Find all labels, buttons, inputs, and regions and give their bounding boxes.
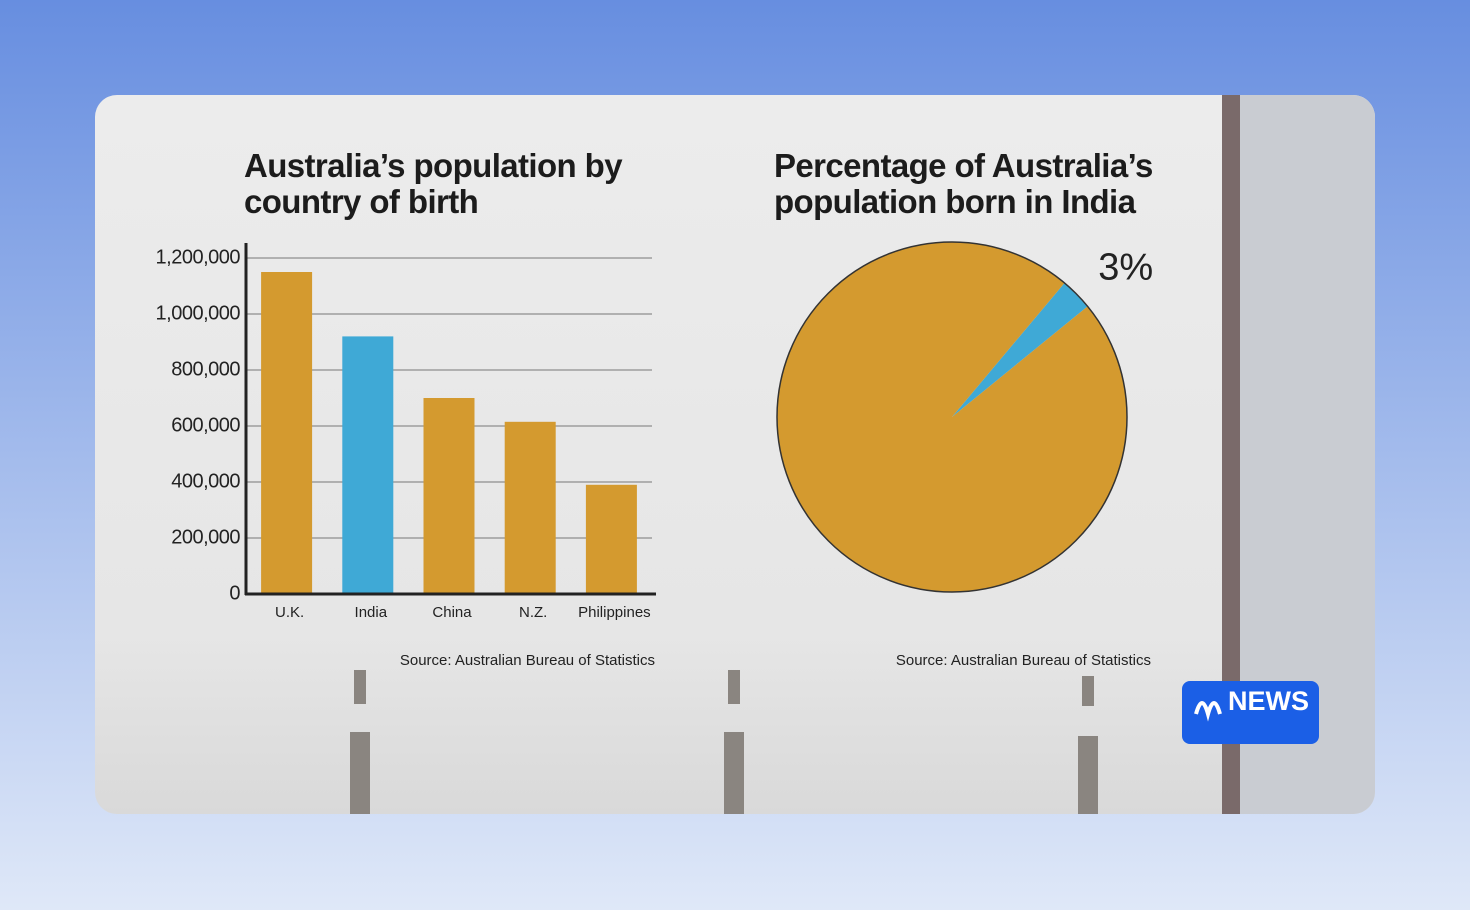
bar <box>342 336 394 594</box>
x-tick-label: U.K. <box>275 604 304 621</box>
title-box: Percentage of Australia’s population bor… <box>774 148 1153 220</box>
data-label: 3% <box>1098 247 1153 289</box>
y-tick-label: 1,200,000 <box>156 246 241 268</box>
bar <box>585 484 637 594</box>
bar <box>261 272 313 594</box>
y-tick-label: 1,000,000 <box>156 302 241 324</box>
bar <box>423 398 475 594</box>
x-tick-label: India <box>355 604 388 621</box>
pie-slice <box>952 282 1088 417</box>
y-tick-label: 800,000 <box>171 358 240 380</box>
bar-title: Australia’s population by country of bir… <box>244 148 623 220</box>
y-tick-label: 200,000 <box>171 526 240 548</box>
pie-title: Percentage of Australia’s population bor… <box>774 148 1153 220</box>
source: Source: Australian Bureau of Statistics <box>400 652 655 669</box>
logo-badge <box>1182 681 1319 744</box>
x-tick-label: N.Z. <box>519 604 547 621</box>
truck-edge <box>1222 95 1240 814</box>
title-box: Australia’s population by country of bir… <box>244 148 623 220</box>
pie-slice <box>776 242 1127 593</box>
straps <box>350 670 1098 814</box>
logo-text: NEWS <box>1228 686 1309 716</box>
source: Source: Australian Bureau of Statistics <box>896 652 1151 669</box>
x-tick-label: Philippines <box>578 604 651 621</box>
y-tick-label: 0 <box>229 582 240 604</box>
y-tick-label: 400,000 <box>171 470 240 492</box>
logo-icon <box>1194 701 1222 722</box>
y-tick-label: 600,000 <box>171 414 240 436</box>
pie-outline <box>776 241 1128 593</box>
bar <box>504 421 556 594</box>
x-tick-label: China <box>432 604 472 621</box>
